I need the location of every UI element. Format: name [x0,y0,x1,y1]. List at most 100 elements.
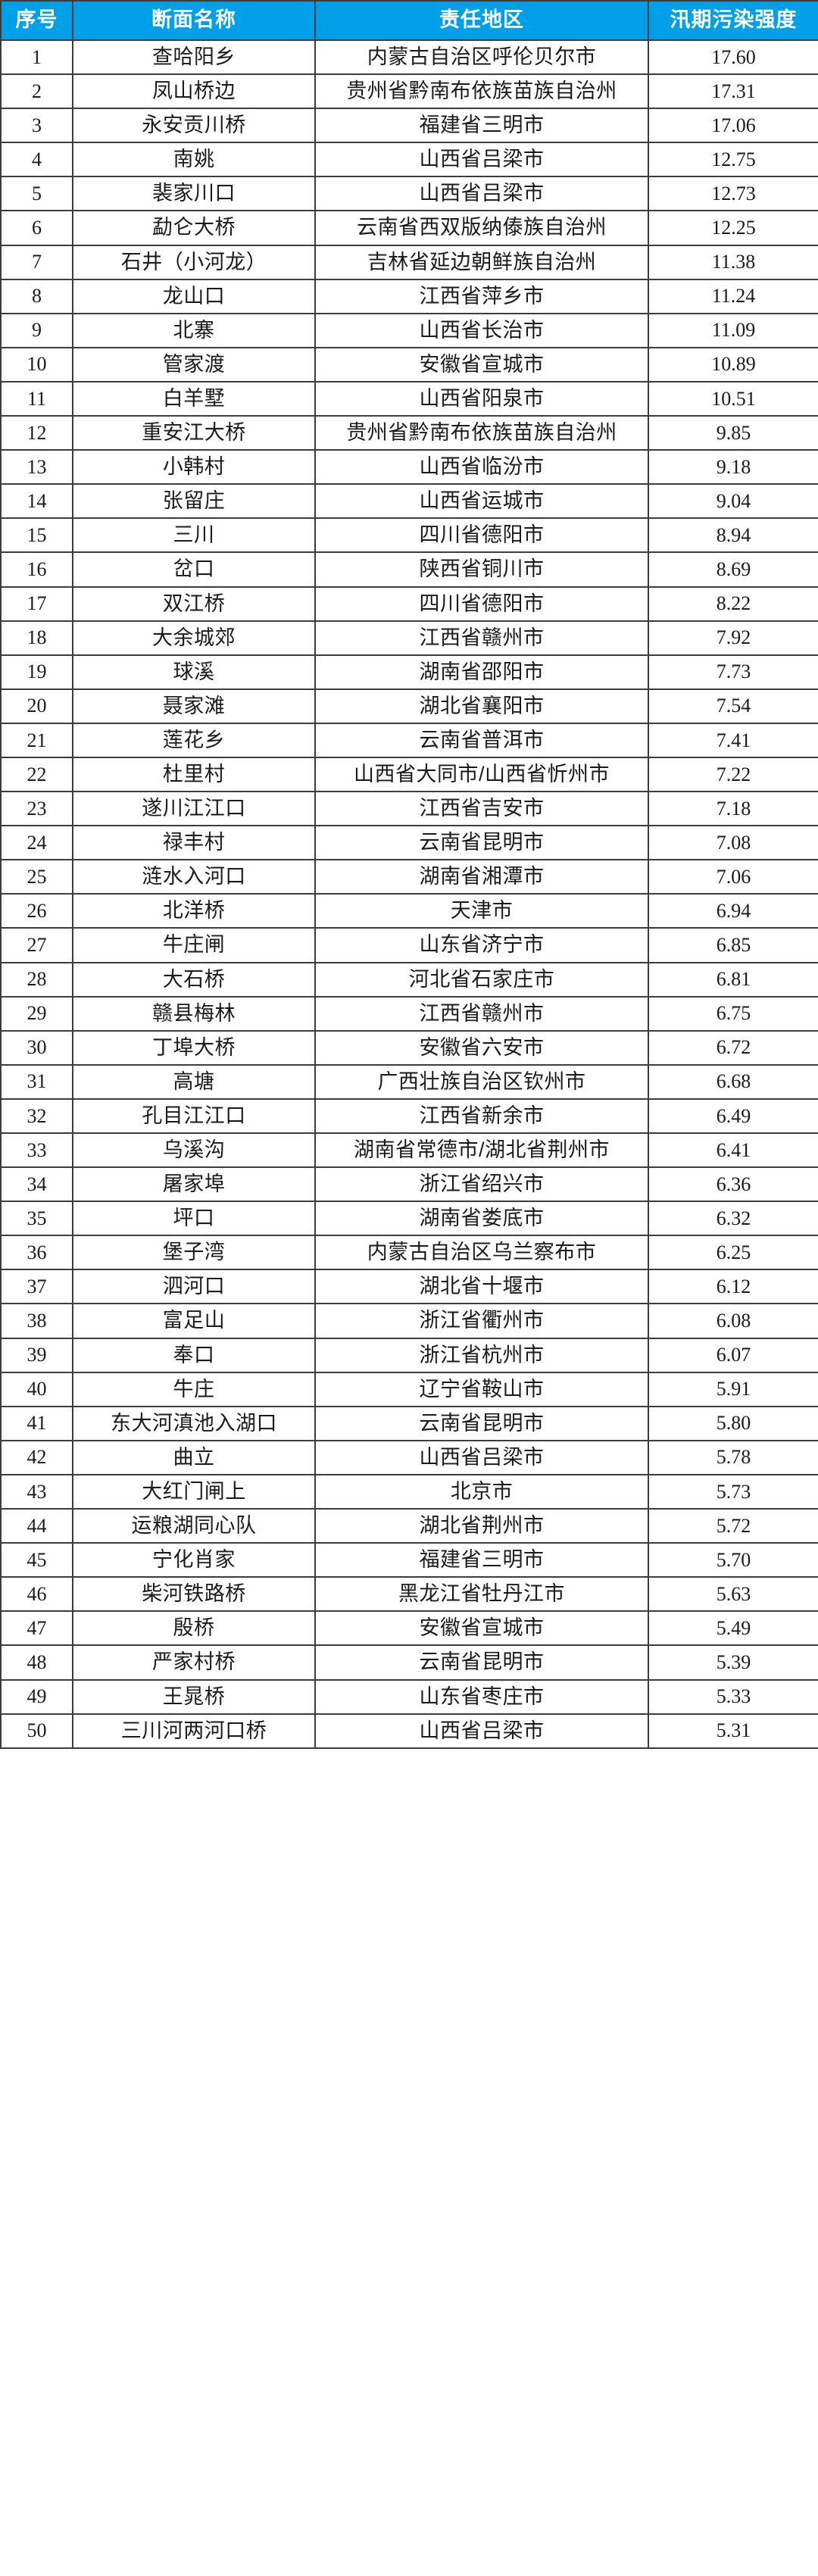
column-header-name: 断面名称 [72,0,316,41]
table-row: 34 屠家埠 浙江省绍兴市 6.36 [0,1166,818,1203]
cell-index: 12 [0,415,73,451]
cell-name: 白羊墅 [72,380,316,417]
cell-name: 曲立 [72,1439,316,1475]
cell-name: 赣县梅林 [72,995,316,1032]
cell-region: 湖北省荆州市 [314,1508,649,1544]
cell-name: 莲花乡 [72,722,316,758]
cell-index: 10 [0,346,73,382]
cell-value: 6.68 [648,1063,818,1100]
cell-name: 球溪 [72,654,316,690]
cell-index: 46 [0,1576,73,1613]
cell-index: 26 [0,893,73,929]
cell-index: 30 [0,1029,73,1066]
cell-region: 内蒙古自治区乌兰察布市 [314,1235,649,1271]
table-row: 22 杜里村 山西省大同市/山西省忻州市 7.22 [0,756,818,793]
cell-value: 6.49 [648,1098,818,1135]
cell-name: 北洋桥 [72,893,316,929]
table-row: 38 富足山 浙江省衢州市 6.08 [0,1303,818,1339]
table-row: 21 莲花乡 云南省普洱市 7.41 [0,722,818,758]
cell-region: 贵州省黔南布依族苗族自治州 [314,415,649,451]
cell-region: 云南省昆明市 [314,825,649,861]
cell-value: 7.41 [648,722,818,758]
table-row: 1 查哈阳乡 内蒙古自治区呼伦贝尔市 17.60 [0,39,818,76]
cell-name: 查哈阳乡 [72,39,316,76]
cell-name: 柴河铁路桥 [72,1576,316,1613]
cell-name: 重安江大桥 [72,415,316,451]
cell-region: 黑龙江省牡丹江市 [314,1576,649,1613]
cell-region: 湖北省襄阳市 [314,688,649,724]
cell-region: 北京市 [314,1473,649,1510]
cell-name: 禄丰村 [72,825,316,861]
cell-value: 5.63 [648,1576,818,1613]
cell-index: 37 [0,1269,73,1305]
cell-name: 遂川江江口 [72,791,316,827]
cell-value: 5.33 [648,1678,818,1715]
table-body: 1 查哈阳乡 内蒙古自治区呼伦贝尔市 17.60 2 凤山桥边 贵州省黔南布依族苗族自治州 1… [0,39,818,1749]
cell-index: 43 [0,1473,73,1510]
cell-region: 云南省普洱市 [314,722,649,758]
cell-region: 浙江省衢州市 [314,1303,649,1339]
table-header-row: 序号 断面名称 责任地区 汛期污染强度 [0,0,818,41]
cell-region: 山西省吕梁市 [314,142,649,178]
cell-region: 江西省赣州市 [314,995,649,1032]
cell-index: 24 [0,825,73,861]
cell-region: 山西省长治市 [314,312,649,348]
cell-value: 17.31 [648,73,818,110]
table-row: 36 堡子湾 内蒙古自治区乌兰察布市 6.25 [0,1235,818,1271]
cell-index: 17 [0,585,73,622]
cell-value: 5.72 [648,1508,818,1544]
cell-name: 富足山 [72,1303,316,1339]
cell-region: 云南省西双版纳傣族自治州 [314,210,649,246]
cell-index: 34 [0,1166,73,1203]
cell-name: 大余城郊 [72,620,316,656]
table-row: 25 涟水入河口 湖南省湘潭市 7.06 [0,859,818,895]
cell-value: 5.70 [648,1542,818,1578]
cell-index: 33 [0,1132,73,1169]
table-row: 19 球溪 湖南省邵阳市 7.73 [0,654,818,690]
table-row: 42 曲立 山西省吕梁市 5.78 [0,1439,818,1475]
cell-name: 殷桥 [72,1610,316,1647]
column-header-value: 汛期污染强度 [648,0,818,41]
cell-region: 安徽省六安市 [314,1029,649,1066]
cell-name: 大红门闸上 [72,1473,316,1510]
cell-index: 5 [0,176,73,212]
cell-region: 浙江省杭州市 [314,1337,649,1373]
cell-value: 6.72 [648,1029,818,1066]
table-row: 3 永安贡川桥 福建省三明市 17.06 [0,108,818,144]
cell-name: 屠家埠 [72,1166,316,1203]
cell-index: 44 [0,1508,73,1544]
cell-index: 19 [0,654,73,690]
cell-name: 小韩村 [72,449,316,486]
cell-index: 8 [0,278,73,314]
table-row: 17 双江桥 四川省德阳市 8.22 [0,585,818,622]
cell-value: 7.22 [648,756,818,793]
cell-value: 8.94 [648,517,818,554]
cell-region: 江西省新余市 [314,1098,649,1135]
table-row: 6 勐仑大桥 云南省西双版纳傣族自治州 12.25 [0,210,818,246]
cell-name: 永安贡川桥 [72,108,316,144]
table-row: 32 孔目江江口 江西省新余市 6.49 [0,1098,818,1135]
table-row: 2 凤山桥边 贵州省黔南布依族苗族自治州 17.31 [0,73,818,110]
cell-name: 涟水入河口 [72,859,316,895]
cell-value: 8.69 [648,551,818,588]
cell-name: 杜里村 [72,756,316,793]
cell-index: 28 [0,961,73,998]
table-row: 23 遂川江江口 江西省吉安市 7.18 [0,791,818,827]
cell-region: 四川省德阳市 [314,585,649,622]
cell-value: 6.85 [648,927,818,963]
cell-name: 丁埠大桥 [72,1029,316,1066]
cell-index: 40 [0,1371,73,1407]
cell-value: 5.78 [648,1439,818,1475]
cell-region: 山西省临汾市 [314,449,649,486]
cell-index: 16 [0,551,73,588]
cell-value: 12.25 [648,210,818,246]
cell-name: 勐仑大桥 [72,210,316,246]
cell-region: 天津市 [314,893,649,929]
pollution-intensity-table: 序号 断面名称 责任地区 汛期污染强度 1 查哈阳乡 内蒙古自治区呼伦贝尔市 17.6… [0,0,818,1749]
cell-index: 9 [0,312,73,348]
cell-name: 泗河口 [72,1269,316,1305]
cell-region: 福建省三明市 [314,108,649,144]
table-row: 5 裴家川口 山西省吕梁市 12.73 [0,176,818,212]
cell-value: 10.51 [648,380,818,417]
cell-region: 山西省阳泉市 [314,380,649,417]
